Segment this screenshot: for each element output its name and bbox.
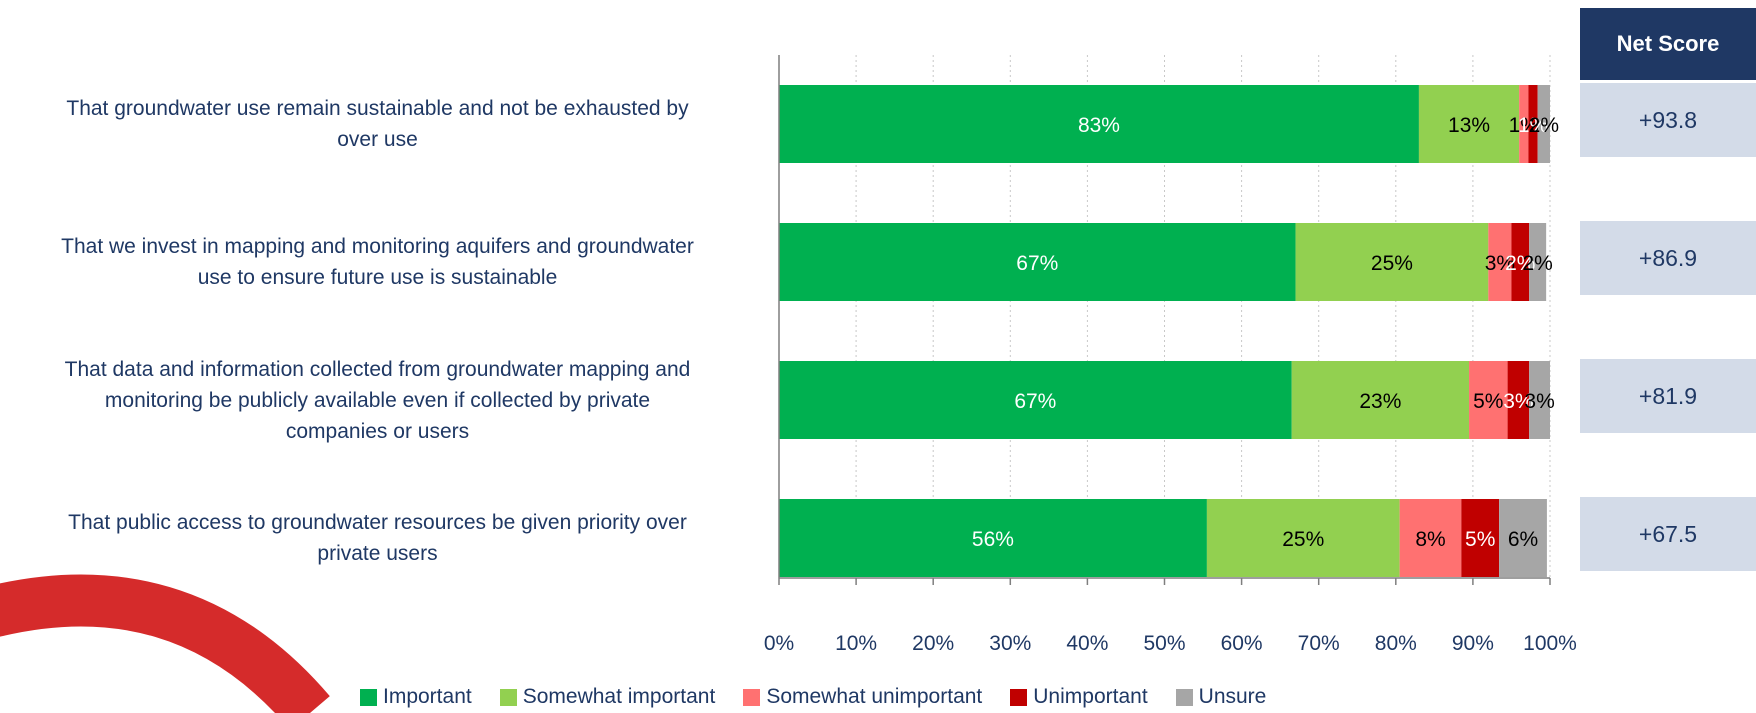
category-label: That we invest in mapping and monitoring… (0, 231, 755, 293)
bar-segment (1206, 499, 1400, 577)
segment-label: 3% (1485, 252, 1515, 275)
net-score-value: +67.5 (1580, 497, 1756, 571)
segment-label: 83% (1078, 114, 1120, 137)
legend-item: Unimportant (1010, 685, 1148, 709)
bar-segment (1507, 361, 1530, 439)
segment-label: 5% (1473, 390, 1503, 413)
segment-label: 3% (1524, 390, 1554, 413)
bar-segment (1469, 361, 1508, 439)
segment-label: 2% (1529, 114, 1559, 137)
net-score-value: +93.8 (1580, 83, 1756, 157)
category-label-line: over use (337, 128, 418, 151)
legend-item: Somewhat unimportant (743, 685, 982, 709)
legend-item: Somewhat important (499, 685, 716, 709)
x-tick-label: 70% (1298, 632, 1340, 655)
segment-label: 2% (1505, 252, 1535, 275)
bar-segment (1529, 223, 1547, 301)
segment-label: 5% (1465, 528, 1495, 551)
category-label-line: monitoring be publicly available even if… (104, 388, 651, 412)
legend-label: Important (383, 685, 472, 708)
category-label: That data and information collected from… (0, 354, 755, 447)
legend-label: Unsure (1198, 685, 1267, 708)
x-tick-label: 90% (1452, 632, 1494, 655)
net-score-header: Net Score (1580, 8, 1756, 80)
x-tick-label: 60% (1221, 632, 1263, 655)
segment-label: 23% (1359, 390, 1401, 413)
segment-label: 67% (1016, 252, 1058, 275)
bars (779, 85, 1550, 577)
legend-label: Somewhat unimportant (766, 685, 983, 708)
segment-label: 8% (1415, 528, 1445, 551)
category-label: That groundwater use remain sustainable … (0, 93, 755, 155)
x-tick-label: 50% (1143, 632, 1185, 655)
bar-segment (1488, 223, 1512, 301)
segment-label: 3% (1503, 390, 1533, 413)
segment-label: 67% (1014, 390, 1056, 413)
legend-item: Important (360, 685, 472, 709)
segment-label: 2% (1522, 252, 1552, 275)
x-tick-label: 10% (835, 632, 877, 655)
segment-label: 6% (1508, 528, 1538, 551)
legend-swatch (360, 688, 377, 706)
bar-segment (779, 499, 1207, 577)
bar-segment (779, 361, 1292, 439)
bar-segment (1511, 223, 1530, 301)
x-tick-label: 100% (1523, 632, 1577, 655)
legend-swatch (1175, 688, 1193, 706)
category-label-line: That data and information collected from… (64, 357, 691, 381)
x-tick-label: 0% (764, 632, 794, 655)
category-label: That public access to groundwater resour… (0, 507, 755, 569)
category-label-line: That public access to groundwater resour… (68, 511, 687, 534)
bar-segment (1499, 499, 1547, 577)
category-label-line: That groundwater use remain sustainable … (66, 97, 689, 120)
category-label-line: That we invest in mapping and monitoring… (61, 235, 694, 258)
segment-label: 1% (1509, 114, 1539, 137)
net-score-value: +81.9 (1580, 359, 1756, 433)
bar-segment (1461, 499, 1500, 577)
legend-label: Unimportant (1033, 685, 1148, 708)
x-tick-label: 80% (1375, 632, 1417, 655)
bar-segment (1295, 223, 1489, 301)
bar-segment (779, 85, 1419, 163)
segment-label: 56% (972, 528, 1014, 551)
bar-segment (1537, 85, 1550, 163)
bar-segment (1291, 361, 1470, 439)
legend-swatch (1010, 688, 1028, 706)
bar-segment (779, 223, 1296, 301)
legend-item: Unsure (1175, 685, 1267, 709)
bar-segment (1399, 499, 1462, 577)
legend-swatch (743, 688, 761, 706)
bar-segment (1528, 85, 1538, 163)
segment-label: 1% (1518, 114, 1548, 137)
x-tick-label: 20% (912, 632, 954, 655)
category-label-line: use to ensure future use is sustainable (197, 266, 558, 289)
category-label-line: private users (317, 542, 438, 565)
segment-labels: 83% 13% 1%1%2%67% 25% 3%2%2%67% 23% 5% 3%3%56% 2… (972, 114, 1559, 551)
legend-label: Somewhat important (522, 685, 716, 708)
x-tick-label: 40% (1066, 632, 1108, 655)
category-label-line: companies or users (285, 419, 470, 443)
gridlines (855, 55, 1551, 578)
segment-label: 25% (1282, 528, 1324, 551)
bar-segment (1418, 85, 1520, 163)
bar-segment (1519, 85, 1529, 163)
decorative-arc (0, 574, 330, 713)
net-score-value: +86.9 (1580, 221, 1756, 295)
segment-label: 13% (1448, 114, 1490, 137)
x-tick-label: 30% (989, 632, 1031, 655)
segment-label: 25% (1371, 252, 1413, 275)
bar-segment (1529, 361, 1550, 439)
x-axis: 0% 10% 20% 30% 40% 50% 60% 70% 80% 90% 100% (764, 55, 1577, 655)
legend: Important Somewhat important Somewhat unim… (360, 682, 1266, 712)
legend-swatch (499, 688, 517, 706)
